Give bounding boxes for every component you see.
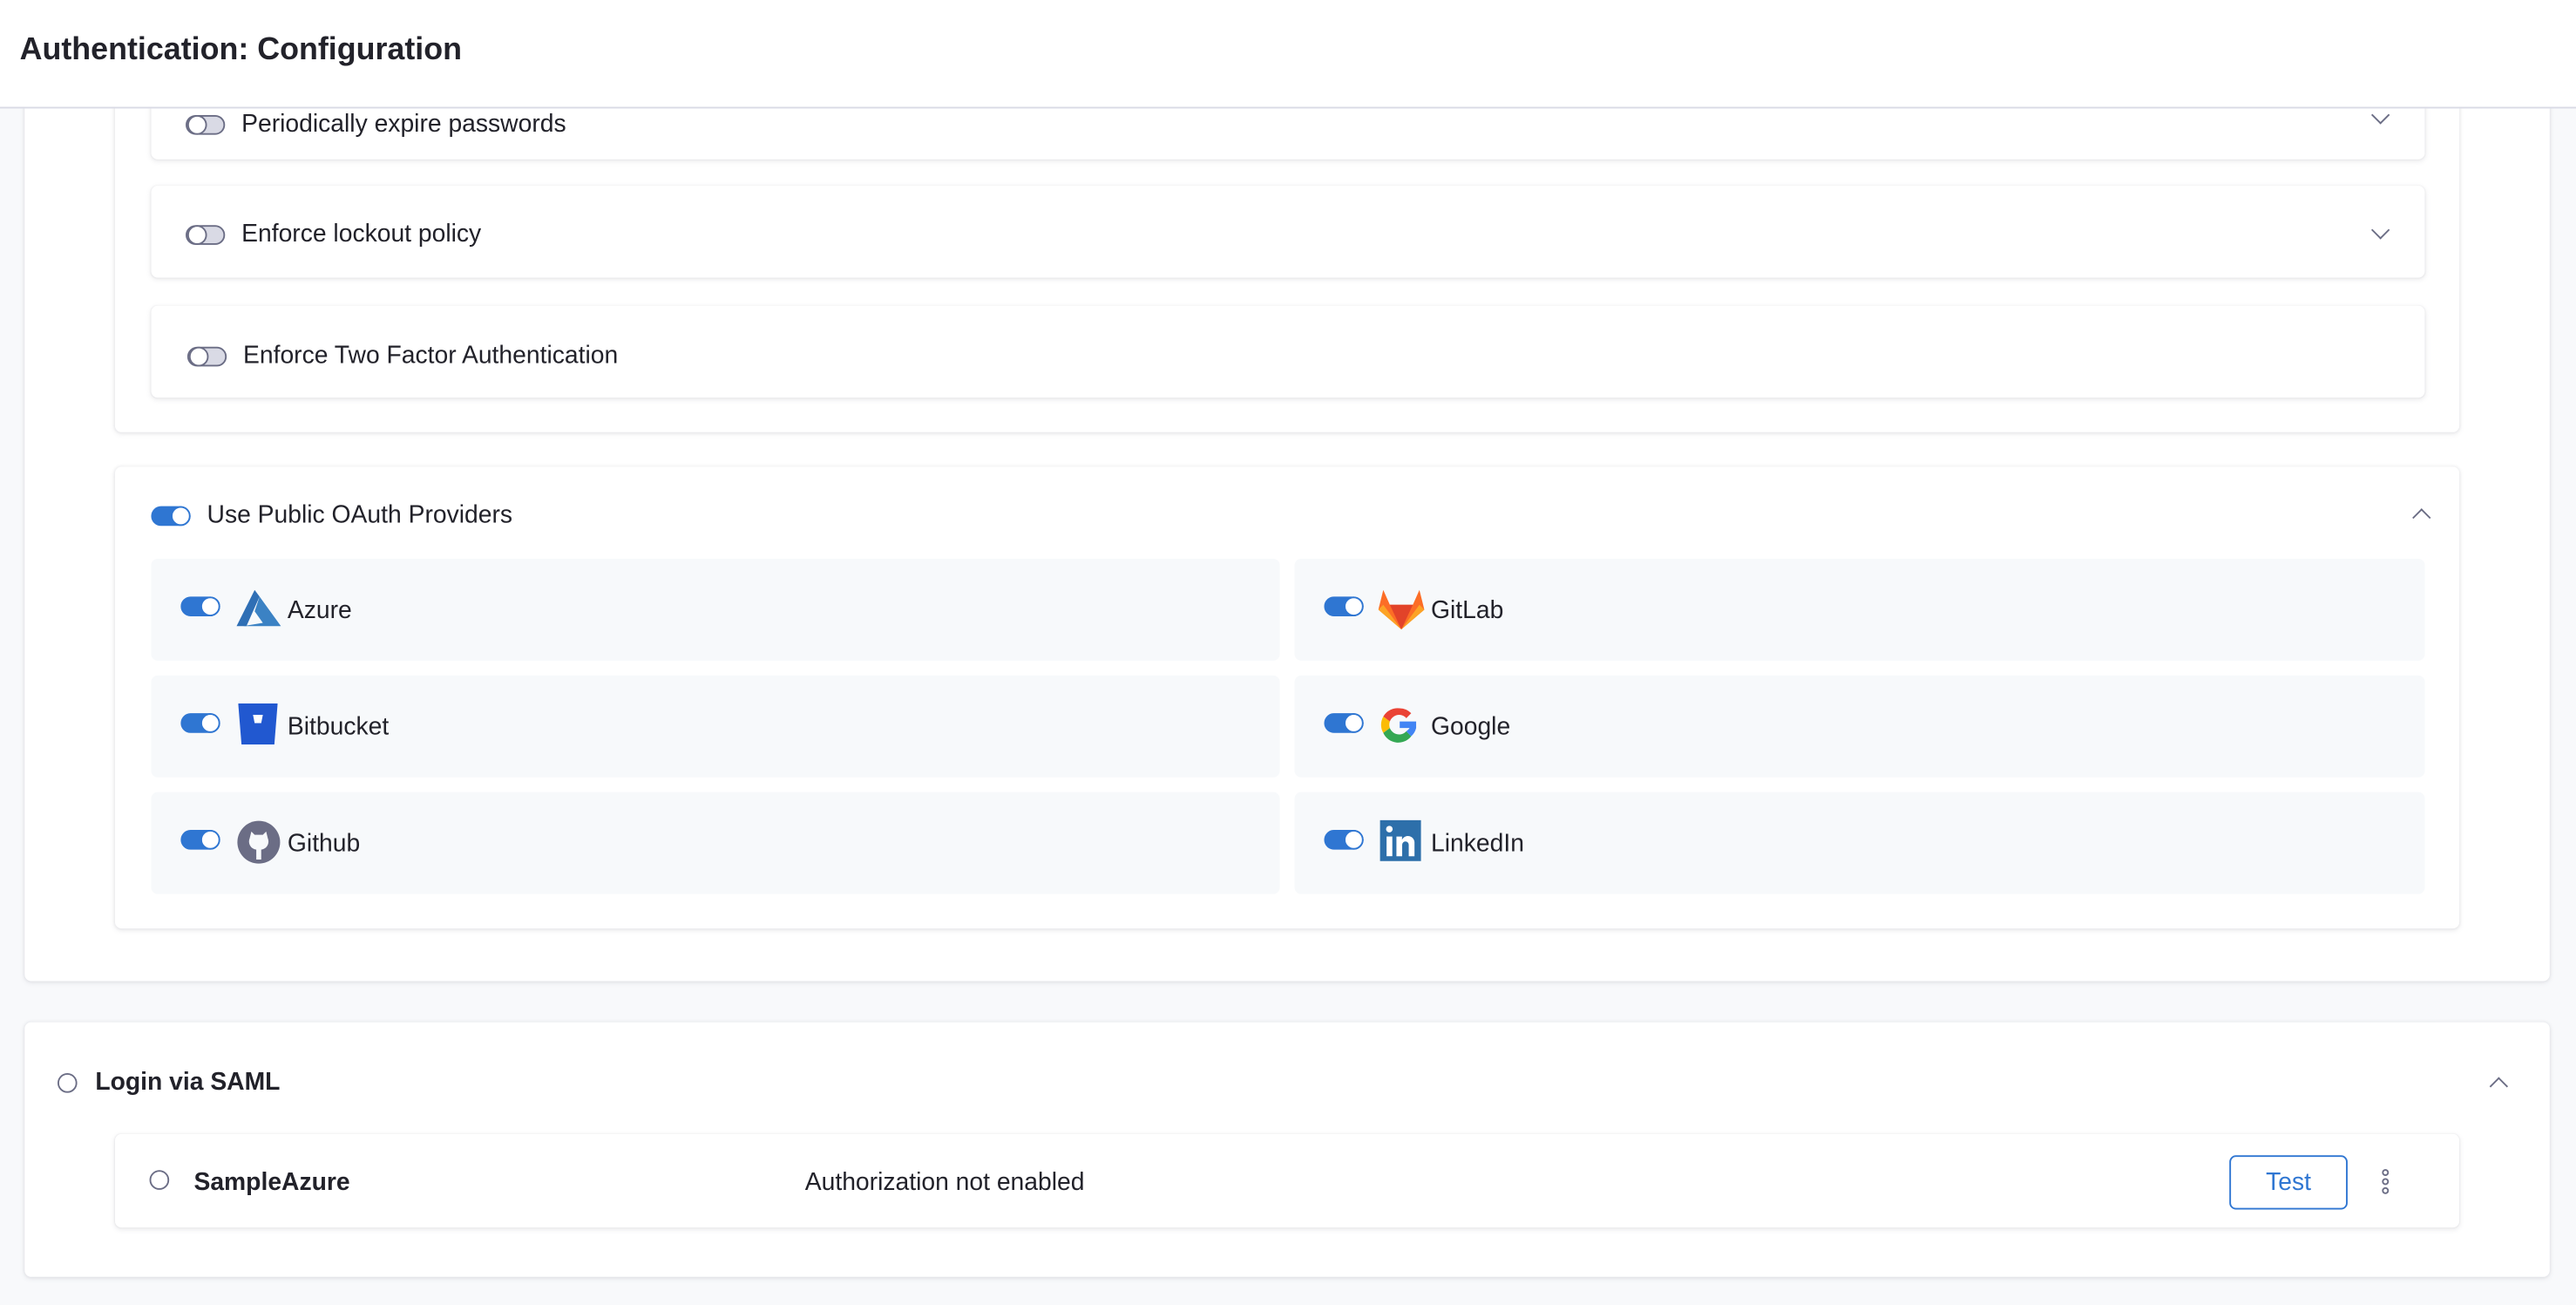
github-icon	[237, 820, 281, 864]
provider-label: Bitbucket	[287, 713, 390, 742]
google-toggle[interactable]	[1324, 713, 1364, 733]
lockout-policy-toggle[interactable]	[186, 225, 226, 245]
oauth-toggle[interactable]	[151, 506, 191, 527]
policy-row-lockout[interactable]: Enforce lockout policy	[151, 186, 2425, 278]
linkedin-icon	[1380, 819, 1421, 861]
oauth-label: Use Public OAuth Providers	[207, 500, 513, 530]
provider-label: Github	[287, 830, 361, 859]
policy-label: Periodically expire passwords	[241, 110, 566, 139]
saml-provider-row: SampleAzure Authorization not enabled Te…	[114, 1133, 2460, 1228]
policy-label: Enforce lockout policy	[241, 220, 482, 248]
provider-label: LinkedIn	[1431, 830, 1524, 859]
google-icon	[1380, 708, 1417, 743]
provider-tile-gitlab: GitLab	[1294, 558, 2425, 661]
github-toggle[interactable]	[180, 830, 220, 850]
provider-label: GitLab	[1431, 596, 1504, 625]
chevron-down-icon[interactable]	[2370, 105, 2390, 125]
saml-label: Login via SAML	[95, 1068, 281, 1097]
azure-toggle[interactable]	[180, 596, 220, 616]
more-options-icon[interactable]	[2381, 1168, 2390, 1194]
saml-card: Login via SAML SampleAzure Authorization…	[24, 1022, 2550, 1277]
linkedin-toggle[interactable]	[1324, 830, 1364, 850]
policy-label: Enforce Two Factor Authentication	[243, 342, 619, 370]
page-header: Authentication: Configuration	[0, 0, 2576, 109]
saml-provider-status: Authorization not enabled	[804, 1168, 1085, 1197]
expire-passwords-toggle[interactable]	[186, 114, 226, 135]
bitbucket-icon	[238, 703, 278, 744]
provider-tile-azure: Azure	[151, 558, 1280, 661]
gitlab-toggle[interactable]	[1324, 596, 1364, 616]
provider-tile-bitbucket: Bitbucket	[151, 675, 1280, 778]
bitbucket-toggle[interactable]	[180, 713, 220, 733]
provider-label: Google	[1431, 713, 1511, 742]
provider-tile-github: Github	[151, 792, 1280, 894]
oauth-providers-card: Use Public OAuth Providers Azure GitLab …	[114, 466, 2460, 929]
chevron-up-icon[interactable]	[2489, 1077, 2509, 1096]
chevron-up-icon[interactable]	[2412, 508, 2431, 527]
saml-provider-name: SampleAzure	[193, 1168, 350, 1197]
policy-row-two-factor[interactable]: Enforce Two Factor Authentication	[151, 305, 2425, 398]
provider-tile-google: Google	[1294, 675, 2425, 778]
saml-provider-radio[interactable]	[149, 1170, 170, 1190]
two-factor-toggle[interactable]	[186, 346, 227, 367]
provider-tile-linkedin: LinkedIn	[1294, 792, 2425, 894]
azure-icon	[236, 589, 281, 627]
chevron-down-icon[interactable]	[2370, 221, 2390, 240]
saml-radio[interactable]	[57, 1073, 78, 1093]
page-title: Authentication: Configuration	[19, 32, 463, 68]
gitlab-icon	[1378, 589, 1425, 630]
provider-label: Azure	[287, 596, 352, 625]
test-button[interactable]: Test	[2229, 1155, 2348, 1210]
